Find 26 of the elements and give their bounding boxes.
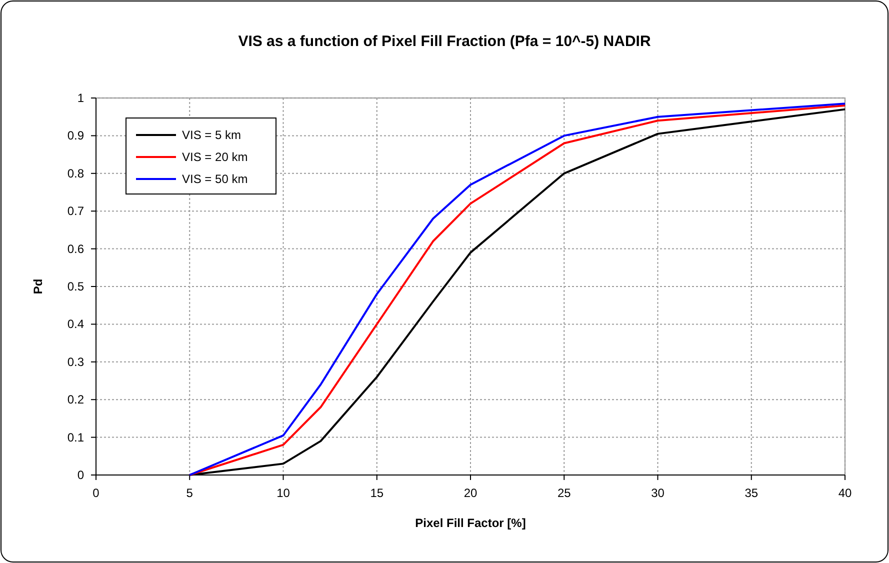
x-tick-label: 40	[838, 486, 852, 500]
x-tick-label: 30	[651, 486, 665, 500]
x-tick-label: 25	[557, 486, 572, 500]
chart-title: VIS as a function of Pixel Fill Fraction (Pfa = 10^-5) NADIR	[238, 33, 651, 50]
y-tick-label: 0.1	[67, 430, 84, 444]
y-tick-label: 0	[77, 468, 84, 482]
y-tick-label: 0.2	[67, 392, 84, 407]
x-axis-title: Pixel Fill Factor [%]	[415, 516, 526, 530]
y-tick-label: 0.7	[67, 204, 84, 218]
legend-label: VIS = 50 km	[182, 172, 248, 186]
legend-label: VIS = 5 km	[182, 128, 242, 142]
x-tick-label: 10	[276, 486, 290, 500]
y-tick-label: 0.9	[67, 128, 84, 143]
legend-label: VIS = 20 km	[182, 150, 248, 164]
x-tick-label: 35	[744, 486, 758, 500]
y-tick-label: 0.6	[67, 242, 84, 256]
y-tick-label: 0.4	[67, 317, 84, 332]
x-tick-label: 5	[186, 486, 194, 500]
x-tick-label: 0	[92, 486, 100, 500]
y-tick-label: 0.3	[67, 354, 84, 369]
y-tick-label: 0.5	[67, 280, 84, 294]
x-tick-label: 15	[370, 486, 384, 500]
y-tick-label: 0.8	[67, 166, 84, 180]
y-tick-label: 1	[77, 91, 84, 105]
x-tick-label: 20	[464, 486, 478, 500]
y-axis-title: Pd	[31, 278, 45, 294]
